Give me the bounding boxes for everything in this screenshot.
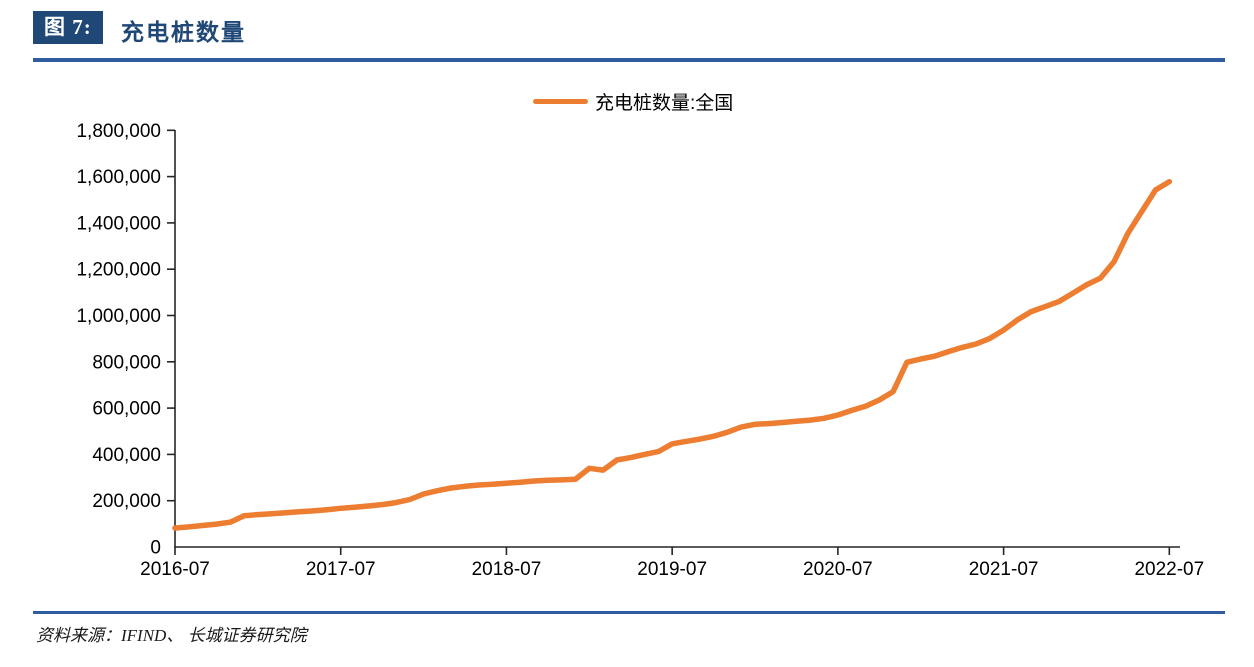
x-tick-label: 2018-07 (472, 559, 542, 580)
legend-label: 充电桩数量:全国 (595, 92, 734, 114)
y-tick-label: 1,200,000 (76, 260, 161, 281)
series-line (172, 178, 1173, 531)
y-tick-label: 0 (150, 538, 161, 559)
chart-legend: 充电桩数量:全国 (533, 90, 734, 114)
y-tick-label: 800,000 (92, 352, 161, 373)
y-tick-label: 1,800,000 (76, 121, 161, 142)
x-tick-label: 2019-07 (637, 559, 707, 580)
legend-line-swatch (533, 98, 588, 104)
x-tick-label: 2020-07 (803, 559, 873, 580)
y-tick-label: 1,000,000 (76, 306, 161, 327)
x-tick-label: 2022-07 (1134, 559, 1204, 580)
y-tick-label: 1,600,000 (76, 167, 161, 188)
source-note: 资料来源：IFIND、 长城证券研究院 (36, 626, 307, 645)
y-tick-label: 600,000 (92, 399, 161, 420)
y-tick-label: 1,400,000 (76, 213, 161, 234)
x-tick-label: 2016-07 (140, 559, 210, 580)
x-tick-label: 2017-07 (306, 559, 376, 580)
y-tick-label: 400,000 (92, 445, 161, 466)
x-tick-label: 2021-07 (969, 559, 1039, 580)
figure-title: 充电桩数量 (121, 20, 246, 45)
figure-number-badge: 图 7: (33, 11, 103, 44)
axis-lines (174, 130, 1180, 548)
title-divider (33, 58, 1225, 62)
footer-divider (33, 611, 1225, 614)
y-tick-label: 200,000 (92, 491, 161, 512)
